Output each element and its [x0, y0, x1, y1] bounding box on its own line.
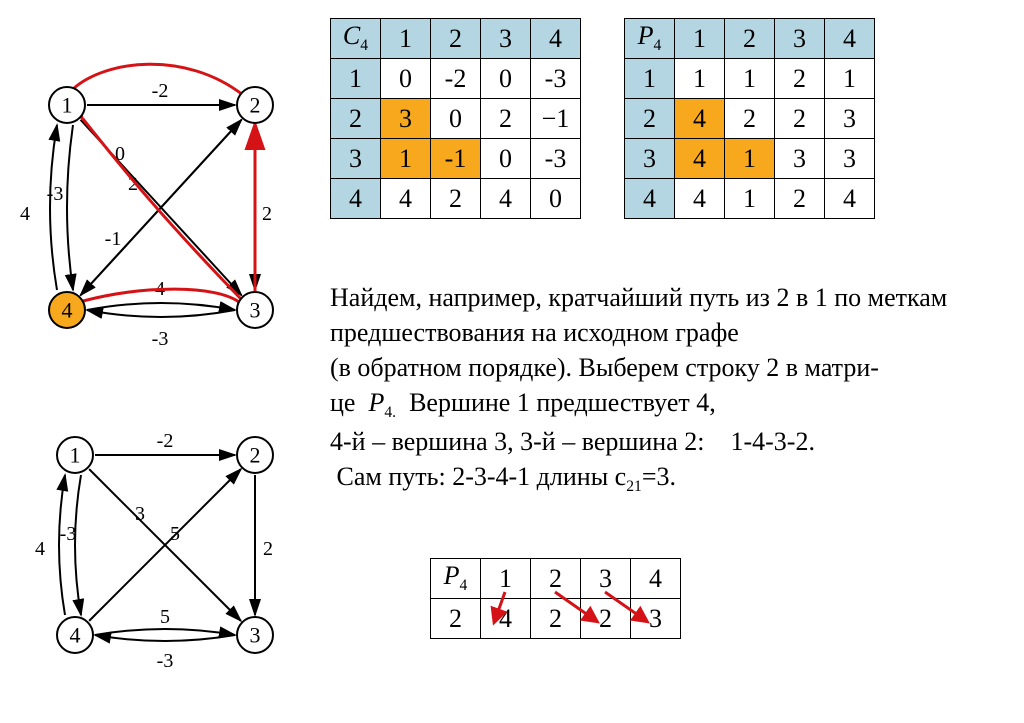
edge — [50, 125, 57, 290]
row-header: 1 — [331, 59, 381, 99]
row-header: 3 — [331, 139, 381, 179]
cell: 4 — [825, 179, 875, 219]
cell: 4 — [481, 179, 531, 219]
row-header: 2 — [331, 99, 381, 139]
node-label: 3 — [250, 623, 261, 648]
edge — [67, 125, 73, 290]
row-header: 4 — [331, 179, 381, 219]
col-header: 3 — [775, 19, 825, 59]
node-label: 1 — [62, 93, 73, 118]
node-label: 1 — [70, 443, 81, 468]
node-label: 2 — [250, 443, 261, 468]
edge-label: -2 — [157, 430, 174, 452]
cell: 2 — [775, 59, 825, 99]
cell: -1 — [431, 139, 481, 179]
edge — [95, 635, 235, 641]
edge — [95, 629, 235, 635]
col-header: 1 — [675, 19, 725, 59]
cell: 0 — [531, 179, 581, 219]
cell: 2 — [431, 179, 481, 219]
cell: 3 — [381, 99, 431, 139]
edge-label: 2 — [263, 538, 273, 560]
path-arrow — [495, 592, 505, 620]
matrix-c4: C4123410-20-32302−131-10-344240 — [330, 18, 581, 219]
cell: 2 — [725, 99, 775, 139]
cell: 4 — [675, 139, 725, 179]
cell: -3 — [531, 139, 581, 179]
cell: 3 — [825, 99, 875, 139]
col-header: 2 — [725, 19, 775, 59]
row-header: 2 — [625, 99, 675, 139]
col-header: 4 — [825, 19, 875, 59]
edge — [75, 475, 81, 615]
cell: 0 — [381, 59, 431, 99]
row-header: 1 — [625, 59, 675, 99]
cell: 1 — [725, 179, 775, 219]
cell: −1 — [531, 99, 581, 139]
edge-label: -3 — [157, 650, 174, 672]
path-table-arrows — [430, 558, 680, 648]
table-corner: C4 — [331, 19, 381, 59]
path-arrow — [605, 592, 645, 620]
cell: 3 — [825, 139, 875, 179]
node-label: 2 — [250, 93, 261, 118]
cell: -2 — [431, 59, 481, 99]
node-label: 4 — [70, 623, 81, 648]
cell: 1 — [825, 59, 875, 99]
graph-top: -24-302-124-31234 — [5, 55, 315, 385]
path-arrow — [555, 592, 595, 620]
node-label: 3 — [250, 298, 261, 323]
cell: 1 — [725, 139, 775, 179]
cell: 1 — [381, 139, 431, 179]
edge-label: -2 — [152, 80, 169, 102]
page: C4123410-20-32302−131-10-344240 P4123411… — [0, 0, 1024, 723]
cell: 1 — [675, 59, 725, 99]
path-table-wrap: P4123424223 — [430, 558, 681, 639]
table-corner: P4 — [625, 19, 675, 59]
edge-label: -3 — [47, 183, 64, 205]
edge-label: 4 — [20, 203, 30, 225]
cell: 1 — [725, 59, 775, 99]
cell: 0 — [481, 139, 531, 179]
cell: 3 — [775, 139, 825, 179]
col-header: 4 — [531, 19, 581, 59]
col-header: 3 — [481, 19, 531, 59]
row-header: 3 — [625, 139, 675, 179]
cell: 4 — [675, 99, 725, 139]
cell: 4 — [381, 179, 431, 219]
edge-label: 5 — [160, 606, 170, 628]
edge — [59, 475, 65, 615]
cell: 2 — [481, 99, 531, 139]
graph-bottom: -2 4 -3 3 5 2 5 -3 1 2 3 4 — [20, 415, 310, 705]
edge-label: 5 — [170, 523, 180, 545]
cell: -3 — [531, 59, 581, 99]
edge-label: 4 — [35, 538, 45, 560]
explanation-text: Найдем, например, кратчайший путь из 2 в… — [330, 280, 1000, 497]
edge-label: -3 — [152, 328, 169, 350]
cell: 4 — [675, 179, 725, 219]
edge — [87, 310, 235, 317]
edge — [87, 303, 235, 310]
matrix-p4: P4123411121242233413344124 — [624, 18, 875, 219]
cell: 2 — [775, 99, 825, 139]
edge-label: 2 — [262, 203, 272, 225]
cell: 0 — [481, 59, 531, 99]
row-header: 4 — [625, 179, 675, 219]
node-label: 4 — [62, 298, 73, 323]
edge-label: 3 — [135, 503, 145, 525]
edge-label: -1 — [105, 228, 122, 250]
edge-label: -3 — [60, 523, 77, 545]
col-header: 2 — [431, 19, 481, 59]
cell: 2 — [775, 179, 825, 219]
col-header: 1 — [381, 19, 431, 59]
cell: 0 — [431, 99, 481, 139]
